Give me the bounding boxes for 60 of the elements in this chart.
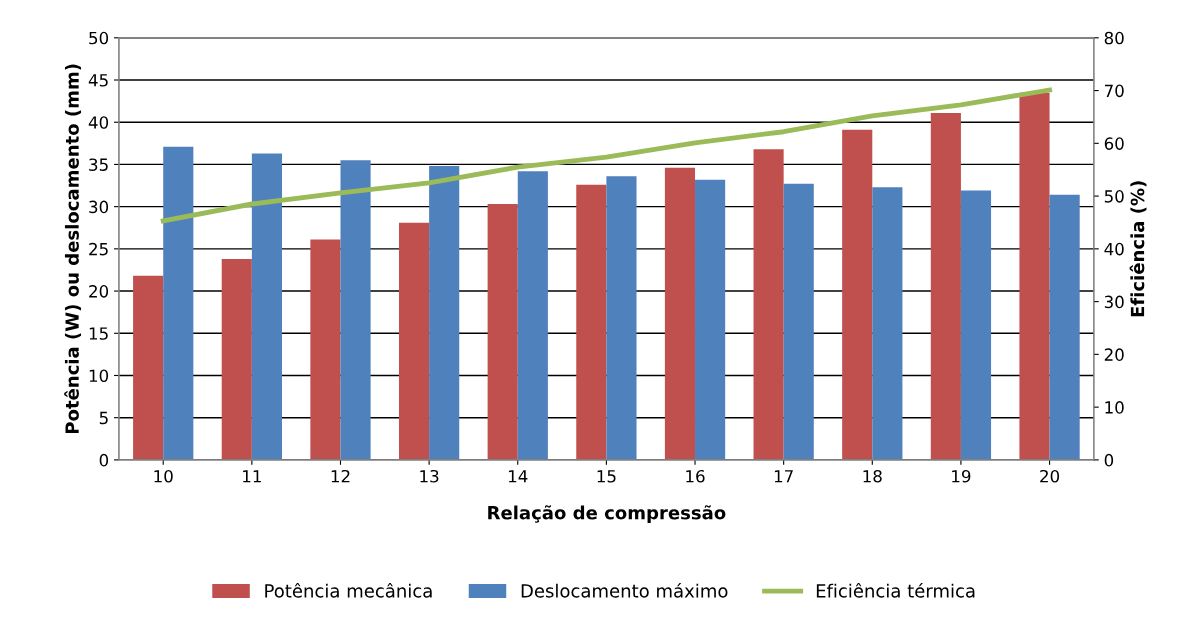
y-axis-title: Potência (W) ou deslocamento (mm) xyxy=(64,64,82,434)
y2-tick-label: 30 xyxy=(1104,295,1124,309)
bar xyxy=(487,204,518,460)
bar xyxy=(251,153,282,460)
bar xyxy=(1049,194,1080,460)
bar xyxy=(783,183,814,460)
y2-tick-label: 70 xyxy=(1104,84,1124,98)
x-tick-label: 20 xyxy=(1040,469,1060,483)
x-axis-title: Relação de compressão xyxy=(488,505,726,523)
x-tick-label: 14 xyxy=(508,470,528,483)
line-series xyxy=(160,87,1052,224)
y2-tick-label: 20 xyxy=(1104,348,1124,361)
bar xyxy=(310,239,341,460)
bar xyxy=(695,179,726,460)
bar xyxy=(133,275,164,460)
x-tick-label: 10 xyxy=(154,469,173,483)
y-tick-label: 0 xyxy=(99,453,109,467)
y-tick-label: 35 xyxy=(89,158,108,171)
y-tick-label: 50 xyxy=(89,31,109,45)
bar xyxy=(606,176,637,460)
x-tick-label: 11 xyxy=(243,470,261,483)
bar xyxy=(163,146,194,460)
bar xyxy=(930,112,961,460)
y-tick-label: 15 xyxy=(89,327,108,340)
bar xyxy=(664,167,696,460)
legend-label: Deslocamento máximo xyxy=(521,582,728,598)
y-tick-label: 30 xyxy=(89,200,109,214)
y-tick-label: 20 xyxy=(89,285,109,298)
y-tick-label: 25 xyxy=(89,242,108,256)
x-tick-label: 17 xyxy=(774,470,793,483)
y-tick-label: 40 xyxy=(88,116,109,129)
x-tick-label: 15 xyxy=(597,470,616,483)
bar xyxy=(1019,92,1050,460)
y2-tick-label: 0 xyxy=(1104,453,1114,467)
y2-tick-label: 10 xyxy=(1105,401,1124,414)
bar xyxy=(517,171,548,460)
bar xyxy=(340,160,371,460)
x-tick-label: 13 xyxy=(420,469,439,483)
y-tick-label: 5 xyxy=(99,411,108,425)
bar xyxy=(960,190,992,460)
bar xyxy=(398,222,430,460)
x-tick-label: 12 xyxy=(331,469,350,483)
bar xyxy=(842,129,873,460)
y2-tick-label: 50 xyxy=(1104,190,1124,203)
x-tick-label: 18 xyxy=(863,469,882,483)
y-tick-label: 10 xyxy=(89,369,109,383)
bar xyxy=(429,166,460,460)
x-tick-label: 19 xyxy=(952,469,971,483)
bar xyxy=(221,258,252,460)
bar xyxy=(872,187,903,460)
legend-label: Eficiência térmica xyxy=(816,582,975,598)
bar xyxy=(576,184,607,460)
bar xyxy=(753,149,784,460)
y2-tick-label: 40 xyxy=(1104,242,1124,256)
y2-tick-label: 60 xyxy=(1104,137,1124,150)
legend-label: Potência mecânica xyxy=(265,582,432,598)
y2-axis-title: Eficiência (%) xyxy=(1129,181,1147,317)
x-tick-label: 16 xyxy=(686,469,705,483)
y2-tick-label: 80 xyxy=(1104,31,1124,45)
y-tick-label: 45 xyxy=(88,74,108,87)
